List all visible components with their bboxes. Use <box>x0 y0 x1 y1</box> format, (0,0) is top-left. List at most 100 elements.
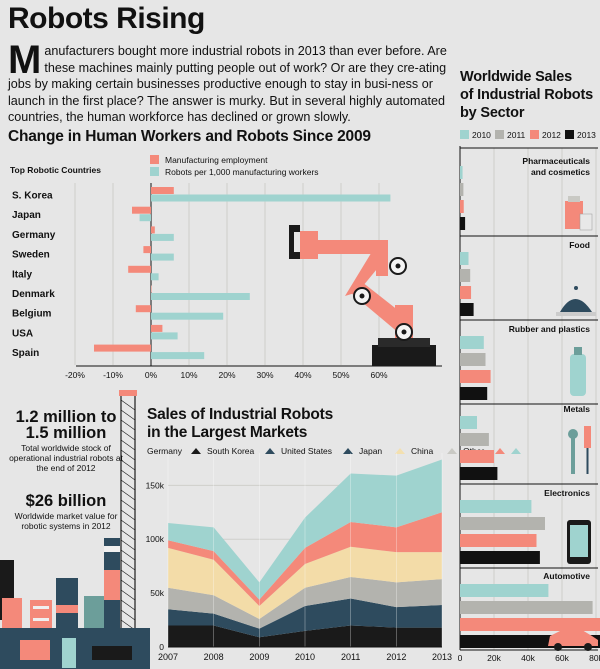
robots-bar <box>151 293 250 300</box>
crane-brace <box>120 569 136 581</box>
employment-bar <box>135 305 151 313</box>
sales-ytick-label: 100k <box>146 534 165 544</box>
sector-bar <box>460 534 537 547</box>
sector-bar <box>460 353 486 366</box>
country-label: Italy <box>12 269 32 280</box>
sales-legend-marker <box>343 448 353 454</box>
employment-bar <box>94 344 151 352</box>
sales-ytick-label: 50k <box>150 588 164 598</box>
country-label: Japan <box>12 210 41 221</box>
employment-bar <box>151 285 152 293</box>
crane-brace <box>120 499 136 511</box>
stat-market-desc: Worldwide market value for robotic syste… <box>14 511 118 531</box>
factory-pipe-icon <box>62 638 76 668</box>
sales-xtick-label: 2009 <box>249 652 269 662</box>
change-xtick-label: 40% <box>294 370 311 380</box>
country-label: S. Korea <box>12 191 53 202</box>
sales-xtick-label: 2011 <box>341 652 360 662</box>
change-xtick-label: 10% <box>180 370 197 380</box>
sales-legend-label: Japan <box>359 446 382 456</box>
sales-legend-label: South Korea <box>207 446 255 456</box>
sector-bar <box>460 200 464 213</box>
sales-xtick-label: 2008 <box>204 652 224 662</box>
crane-top-icon <box>119 390 137 396</box>
robots-bar <box>139 214 151 222</box>
sector-xtick-label: 80k <box>589 653 600 663</box>
sector-legend-swatch <box>460 130 469 139</box>
crane-brace <box>120 599 136 611</box>
crane-brace <box>120 429 136 441</box>
country-label: Germany <box>12 230 56 241</box>
sector-legend-swatch <box>495 130 504 139</box>
arm-joint-bolt <box>395 263 401 269</box>
factory-shed-icon <box>92 646 132 660</box>
sales-legend-marker <box>191 448 201 454</box>
robots-bar <box>151 312 224 320</box>
car-wheel-icon <box>584 643 592 651</box>
arm-upper-link <box>345 250 386 296</box>
sector-bar <box>460 286 472 299</box>
employment-bar <box>128 265 151 273</box>
screwdriver-handle-icon <box>584 426 591 448</box>
food-cloche-icon <box>560 299 592 312</box>
change-xtick-label: 60% <box>370 370 387 380</box>
crane-brace <box>120 589 136 601</box>
robots-bar <box>151 332 178 340</box>
food-knob-icon <box>574 286 578 290</box>
sector-xtick-label: 40k <box>521 653 535 663</box>
robots-bar <box>151 352 205 360</box>
crane-brace <box>120 479 136 491</box>
factory-building-icon <box>20 640 50 660</box>
legend-swatch-salmon <box>150 155 159 164</box>
factory-illustration <box>0 390 150 669</box>
change-xtick-label: 0% <box>145 370 158 380</box>
sector-bar <box>460 217 466 230</box>
sector-bar <box>460 450 494 463</box>
sales-legend-marker <box>265 448 275 454</box>
sector-label: and cosmetics <box>531 167 590 177</box>
sector-bar-chart: 2010 2011 2012 2013 0 20k 40k 60k 80k Pharmaceuti… <box>458 130 600 663</box>
sector-bar <box>460 166 463 179</box>
employment-bar <box>143 246 151 254</box>
sales-legend-marker <box>395 448 405 454</box>
country-label: Sweden <box>12 250 50 261</box>
sales-ytick-label: 150k <box>146 480 165 490</box>
sector-legend-swatch <box>565 130 574 139</box>
sector-bar <box>460 336 484 349</box>
crane-brace <box>120 549 136 561</box>
sector-legend-label: 2012 <box>542 130 561 140</box>
arm-joint-bolt <box>401 329 407 335</box>
sector-bar <box>460 467 498 480</box>
sales-legend-marker <box>511 448 521 454</box>
sector-bar <box>460 601 593 614</box>
sector-bar <box>460 416 477 429</box>
crane-brace <box>120 609 136 621</box>
robots-bar <box>151 194 391 202</box>
change-xtick-label: -10% <box>103 370 123 380</box>
sector-xtick-label: 0 <box>458 653 463 663</box>
sector-bar <box>460 303 474 316</box>
sales-legend-label: Germany <box>147 446 183 456</box>
plastic-cap-icon <box>574 347 582 355</box>
sales-chart-title: Sales of Industrial Robots in the Larges… <box>147 406 333 441</box>
crane-brace <box>120 469 136 481</box>
sector-label: Pharmaceuticals <box>522 156 590 166</box>
sector-bar <box>460 269 471 282</box>
sector-label: Food <box>569 240 590 250</box>
crane-brace <box>120 419 136 431</box>
pharma-cap-icon <box>568 196 580 202</box>
sector-bar <box>460 517 545 530</box>
sector-label: Rubber and plastics <box>509 324 591 334</box>
food-plate-icon <box>556 312 596 316</box>
sector-bar <box>460 584 549 597</box>
sales-xtick-label: 2012 <box>386 652 406 662</box>
change-xtick-label: -20% <box>65 370 85 380</box>
country-label: Denmark <box>12 289 55 300</box>
employment-bar <box>151 324 163 332</box>
change-xtick-label: 30% <box>256 370 273 380</box>
employment-bar <box>132 206 151 214</box>
stat-market: $26 billion Worldwide market value for r… <box>8 493 124 531</box>
sector-label: Electronics <box>544 488 590 498</box>
crane-brace <box>120 449 136 461</box>
